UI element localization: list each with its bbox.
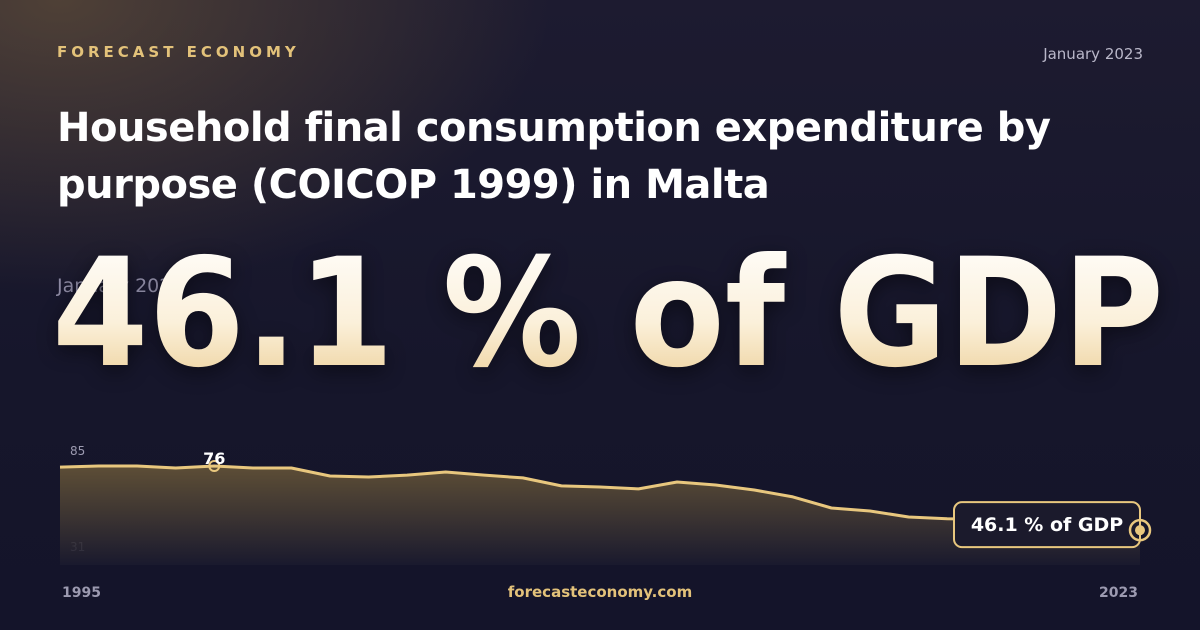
area: [60, 466, 1140, 565]
x-tick-label: 2023: [1099, 585, 1138, 601]
value-label-box: [953, 501, 1141, 549]
subtitle: January 2023: [56, 275, 183, 297]
end-marker-ring: [1128, 518, 1152, 542]
value-label: 46.1 % of GDP: [971, 514, 1123, 536]
date: January 2023: [1043, 45, 1143, 63]
title: Household final consumption expenditure …: [57, 105, 1051, 208]
value-label: 76: [203, 449, 225, 468]
brand: FORECAST ECONOMY: [57, 43, 300, 61]
x-tick-label: 1995: [62, 585, 101, 601]
peak-marker: [208, 460, 221, 472]
headline: 46.1 % of GDP: [52, 227, 1164, 401]
end-marker: [1135, 525, 1145, 536]
y-tick-label: 85: [70, 444, 85, 458]
footer: forecasteconomy.com: [507, 583, 693, 601]
